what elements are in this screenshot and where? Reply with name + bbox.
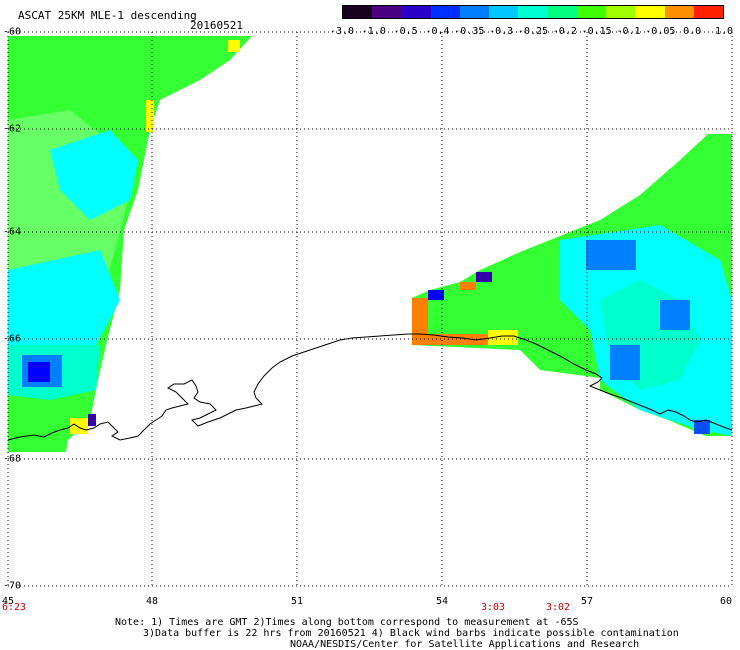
latitude-label: -62 xyxy=(3,123,22,135)
grid-lines xyxy=(7,31,733,587)
note-line-2: 3)Data buffer is 22 hrs from 20160521 4)… xyxy=(143,628,679,639)
latitude-label: -68 xyxy=(3,453,22,465)
left-swath-purple xyxy=(88,414,96,426)
note-line-1: Note: 1) Times are GMT 2)Times along bot… xyxy=(115,617,579,628)
longitude-label: 51 xyxy=(290,596,304,607)
right-swath-blue-3 xyxy=(660,300,690,330)
colorbar-swatch xyxy=(547,6,577,18)
colorbar-label: -3.0 xyxy=(329,26,355,37)
left-swath-yellow-bottom xyxy=(70,418,88,434)
colorbar-swatch xyxy=(606,6,636,18)
colorbar-label: -1.0 xyxy=(361,26,386,37)
colorbar-swatch xyxy=(430,6,460,18)
left-swath-yellow-top xyxy=(228,40,240,52)
left-swath-cyan-2 xyxy=(8,250,120,345)
latitude-label: -70 xyxy=(3,580,22,592)
longitude-label: 45 xyxy=(1,596,15,607)
right-swath-purple xyxy=(476,272,492,282)
right-swath-orange-edge xyxy=(428,334,488,345)
colorbar xyxy=(342,5,724,19)
right-swath-darkblue xyxy=(428,290,444,300)
colorbar-swatch xyxy=(635,6,665,18)
colorbar-label: -0.4 xyxy=(425,26,450,37)
left-swath-cyan-1 xyxy=(50,130,138,220)
colorbar-label: -0.5 xyxy=(393,26,418,37)
note-line-3: NOAA/NESDIS/Center for Satellite Applica… xyxy=(290,639,640,650)
map-date: 20160521 xyxy=(190,19,243,32)
time-label: 3:03 xyxy=(480,602,506,613)
data-swaths xyxy=(8,36,732,452)
left-swath-darkblue xyxy=(28,362,50,382)
colorbar-swatch xyxy=(489,6,519,18)
right-swath-blue-2 xyxy=(610,345,640,380)
colorbar-swatch xyxy=(372,6,402,18)
colorbar-swatch xyxy=(343,6,373,18)
coastline xyxy=(7,333,733,441)
right-swath-yellow xyxy=(488,330,518,345)
longitude-label: 54 xyxy=(435,596,449,607)
colorbar-swatch xyxy=(664,6,694,18)
latitude-label: -64 xyxy=(3,226,22,238)
right-swath-blue-4 xyxy=(694,420,710,434)
longitude-label: 57 xyxy=(580,596,594,607)
colorbar-swatch xyxy=(518,6,548,18)
right-swath-orange xyxy=(412,298,428,345)
time-label: 6:23 xyxy=(1,602,27,613)
colorbar-label: -0.3 xyxy=(489,26,514,37)
colorbar-swatch xyxy=(401,6,431,18)
colorbar-swatch xyxy=(459,6,490,18)
latitude-label: -60 xyxy=(3,26,22,38)
map-title: ASCAT 25KM MLE-1 descending xyxy=(18,9,197,22)
footer-notes: Note: 1) Times are GMT 2)Times along bot… xyxy=(115,617,679,650)
longitude-label: 48 xyxy=(145,596,159,607)
left-swath-yellow xyxy=(146,100,154,132)
latitude-label: -66 xyxy=(3,333,22,345)
colorbar-swatch xyxy=(576,6,607,18)
colorbar-swatch xyxy=(693,6,724,18)
time-label: 3:02 xyxy=(545,602,571,613)
right-swath-blue-1 xyxy=(586,240,636,270)
longitude-label: 60 xyxy=(719,596,733,607)
right-swath-orange-top xyxy=(460,282,476,290)
colorbar-label: -0.35 xyxy=(454,26,485,37)
